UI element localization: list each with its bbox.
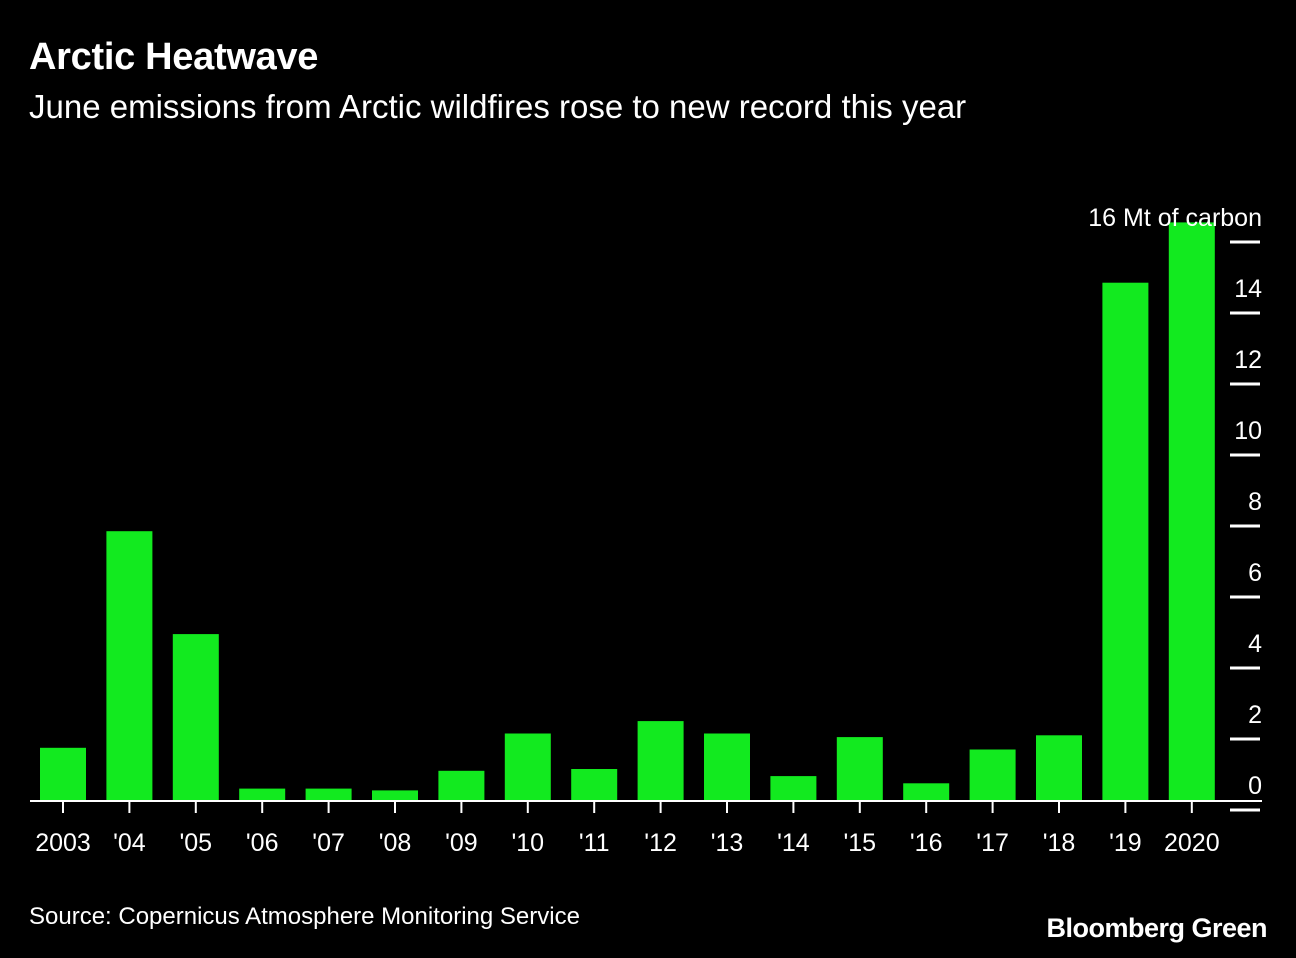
bar-19 <box>1102 282 1149 801</box>
bar-05 <box>172 634 219 801</box>
x-tick-label: '10 <box>512 829 545 857</box>
y-tick-label: 8 <box>1248 488 1262 516</box>
y-tick-label: 12 <box>1234 346 1262 374</box>
x-tick-label: '18 <box>1043 829 1076 857</box>
bar-04 <box>106 531 153 801</box>
x-tick-label: '05 <box>180 829 213 857</box>
x-tick-label: '08 <box>379 829 412 857</box>
bar-12 <box>637 721 684 801</box>
bar-18 <box>1036 735 1082 801</box>
bar-15 <box>836 737 883 801</box>
bar-10 <box>504 733 551 801</box>
bar-07 <box>305 788 352 801</box>
x-tick-label: '14 <box>777 829 810 857</box>
bar-17 <box>969 749 1016 801</box>
x-tick-label: 2020 <box>1164 829 1220 857</box>
x-axis-ticks: 2003 '04 '05 '06 '07 '08 '09 '10 '11 '12 '13 '14 '15… <box>35 801 1220 857</box>
x-tick-label: '19 <box>1109 829 1142 857</box>
x-tick-label: '16 <box>910 829 943 857</box>
x-tick-label: '07 <box>312 829 345 857</box>
bar-2003 <box>40 747 86 802</box>
x-tick-label: '12 <box>644 829 677 857</box>
chart-subtitle: June emissions from Arctic wildfires ros… <box>29 88 967 125</box>
y-tick-label: 4 <box>1248 630 1262 658</box>
brand-logo: Bloomberg Green <box>1046 913 1267 943</box>
y-axis: 0 2 4 6 8 10 12 14 16 Mt of carbon <box>1088 204 1262 812</box>
bar-11 <box>571 769 618 801</box>
x-tick-label: 2003 <box>35 829 91 857</box>
bar-13 <box>704 733 750 801</box>
bar-06 <box>239 788 286 801</box>
x-tick-label: '15 <box>844 829 877 857</box>
chart-title: Arctic Heatwave <box>29 36 319 78</box>
bar-09 <box>438 770 485 801</box>
bar-2020 <box>1168 222 1215 801</box>
y-tick-label: 2 <box>1248 701 1262 729</box>
bar-16 <box>903 783 950 802</box>
x-tick-label: '04 <box>113 829 146 857</box>
x-tick-label: '17 <box>976 829 1009 857</box>
y-tick-label: 6 <box>1248 559 1262 587</box>
y-tick-label: 16 Mt of carbon <box>1088 204 1262 232</box>
bar-08 <box>372 790 418 801</box>
x-tick-label: '06 <box>246 829 279 857</box>
x-tick-label: '13 <box>711 829 744 857</box>
x-tick-label: '09 <box>445 829 478 857</box>
y-tick-label: 0 <box>1248 772 1262 800</box>
bars-group <box>40 222 1215 802</box>
y-tick-label: 10 <box>1234 417 1262 445</box>
source-note: Source: Copernicus Atmosphere Monitoring… <box>29 903 580 930</box>
y-tick-label: 14 <box>1234 275 1262 303</box>
x-tick-label: '11 <box>579 829 610 857</box>
bar-14 <box>770 776 817 801</box>
